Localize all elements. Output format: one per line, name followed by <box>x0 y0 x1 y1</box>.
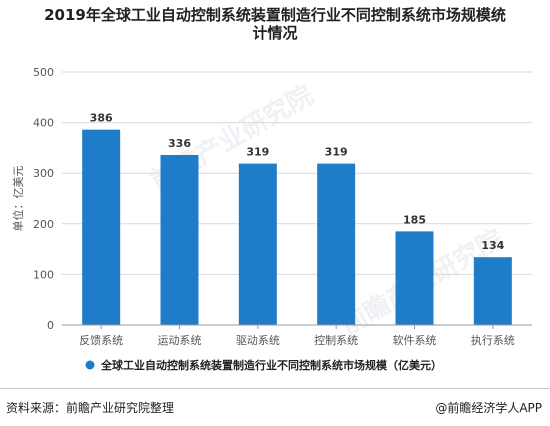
bar-chart: 0 100 200 300 400 500 单位：亿美元 386 反馈系统 336 运动系统 319 驱… <box>11 66 532 372</box>
data-label: 185 <box>403 213 426 226</box>
data-label: 134 <box>481 239 504 252</box>
x-tick-label: 运动系统 <box>158 334 202 347</box>
bar <box>82 129 121 325</box>
data-label: 336 <box>168 137 191 150</box>
credit-note: @前瞻经济学人APP <box>435 399 542 416</box>
footer-divider <box>0 388 550 389</box>
x-tick-label: 软件系统 <box>393 333 437 347</box>
legend-label: 全球工业自动控制系统装置制造行业不同控制系统市场规模（亿美元） <box>100 358 442 372</box>
x-tick-label: 控制系统 <box>314 333 358 347</box>
bar <box>473 257 512 325</box>
bar <box>395 231 434 325</box>
data-label: 386 <box>90 112 113 125</box>
x-tick-label: 执行系统 <box>471 333 515 347</box>
y-tick-label: 200 <box>33 218 54 231</box>
y-tick-label: 300 <box>33 167 54 180</box>
chart-title-line-1: 2019年全球工业自动控制系统装置制造行业不同控制系统市场规模统 <box>44 6 506 24</box>
legend-marker <box>85 360 95 370</box>
bar <box>238 163 277 325</box>
x-tick-label: 反馈系统 <box>79 334 123 347</box>
bar <box>160 154 199 325</box>
bar <box>317 163 356 325</box>
source-note: 资料来源：前瞻产业研究院整理 <box>6 401 175 415</box>
y-tick-label: 500 <box>33 66 54 79</box>
y-tick-label: 400 <box>33 117 54 130</box>
data-label: 319 <box>325 146 348 159</box>
data-label: 319 <box>246 146 269 159</box>
chart-title: 2019年全球工业自动控制系统装置制造行业不同控制系统市场规模统 计情况 <box>0 6 550 42</box>
y-tick-label: 100 <box>33 268 54 281</box>
credit-text: @前瞻经济学人APP <box>435 401 542 415</box>
y-axis-label: 单位：亿美元 <box>11 166 25 232</box>
x-tick-label: 驱动系统 <box>236 334 280 347</box>
y-tick-label: 0 <box>47 319 54 332</box>
chart-title-line-2: 计情况 <box>252 24 298 42</box>
